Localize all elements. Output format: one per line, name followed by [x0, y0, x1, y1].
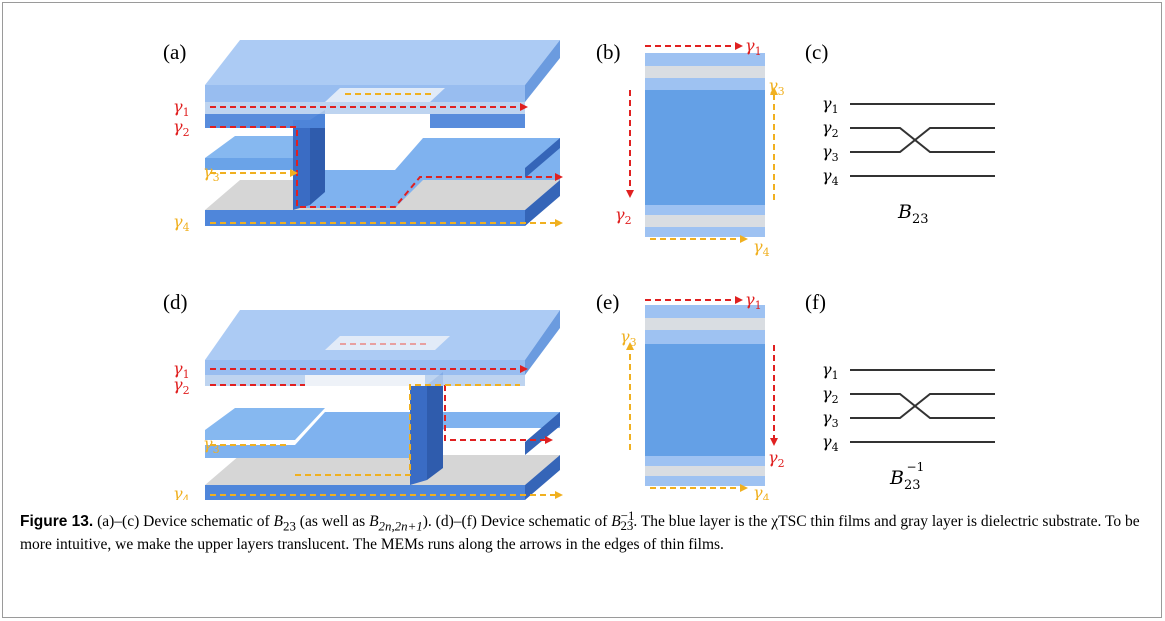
svg-text:γ4: γ4 [753, 237, 770, 259]
panel-label-c: (c) [805, 40, 829, 64]
figure-caption: Figure 13. (a)–(c) Device schematic of B… [20, 506, 1145, 554]
panel-label-f: (f) [805, 290, 826, 314]
figure-label: Figure 13. [20, 513, 94, 531]
caption-part1: (a)–(c) Device schematic of [93, 513, 274, 531]
braid-diagram-f: γ1 γ2 γ3 γ4 B23−1 [822, 360, 995, 493]
caption-b2-sub: 2n,2n+1 [378, 518, 423, 534]
panel-label-d: (d) [163, 290, 188, 314]
svg-text:γ4: γ4 [173, 212, 190, 234]
svg-text:γ4: γ4 [822, 166, 839, 188]
svg-text:γ2: γ2 [822, 384, 839, 406]
braid-diagram-c: γ1 γ2 γ3 γ4 B23 [822, 94, 995, 227]
svg-text:γ1: γ1 [745, 290, 762, 312]
caption-b3-base: B [611, 513, 621, 531]
panel-label-a: (a) [163, 40, 187, 64]
svg-text:γ2: γ2 [615, 205, 632, 227]
svg-text:γ4: γ4 [173, 484, 190, 500]
svg-text:γ2: γ2 [822, 118, 839, 140]
top-view-b: γ1 γ3 γ2 γ4 [615, 36, 785, 259]
svg-text:γ3: γ3 [768, 76, 785, 98]
svg-text:γ1: γ1 [822, 94, 839, 116]
svg-text:γ2: γ2 [768, 448, 785, 470]
caption-b2-base: B [369, 513, 379, 531]
top-view-e: γ1 γ3 γ2 γ4 [620, 290, 785, 500]
svg-text:B23−1: B23−1 [889, 460, 924, 493]
panel-label-e: (e) [596, 290, 620, 314]
svg-text:γ4: γ4 [753, 483, 770, 500]
svg-text:γ4: γ4 [822, 432, 839, 454]
caption-part4: . The blue layer is the χTSC thin films … [20, 513, 1140, 554]
svg-text:γ1: γ1 [822, 360, 839, 382]
svg-text:B23: B23 [897, 201, 929, 227]
caption-b-sub: 23 [283, 518, 296, 534]
svg-text:γ1: γ1 [745, 36, 762, 58]
device-schematic-a: γ1 γ2 γ3 γ4 [173, 40, 563, 234]
caption-b-base: B [273, 513, 283, 531]
caption-b3-sup: −1 [620, 508, 635, 523]
panel-label-b: (b) [596, 40, 621, 64]
caption-part3: ). (d)–(f) Device schematic of [422, 513, 612, 531]
svg-text:γ3: γ3 [620, 327, 637, 349]
svg-text:γ2: γ2 [173, 117, 190, 139]
caption-part2: (as well as [295, 513, 370, 531]
svg-text:γ1: γ1 [173, 97, 190, 119]
caption-b3-sub: 23 [620, 518, 634, 534]
svg-text:γ3: γ3 [822, 142, 839, 164]
svg-text:γ3: γ3 [822, 408, 839, 430]
device-schematic-d: γ1 γ2 γ3 γ4 [173, 310, 563, 500]
